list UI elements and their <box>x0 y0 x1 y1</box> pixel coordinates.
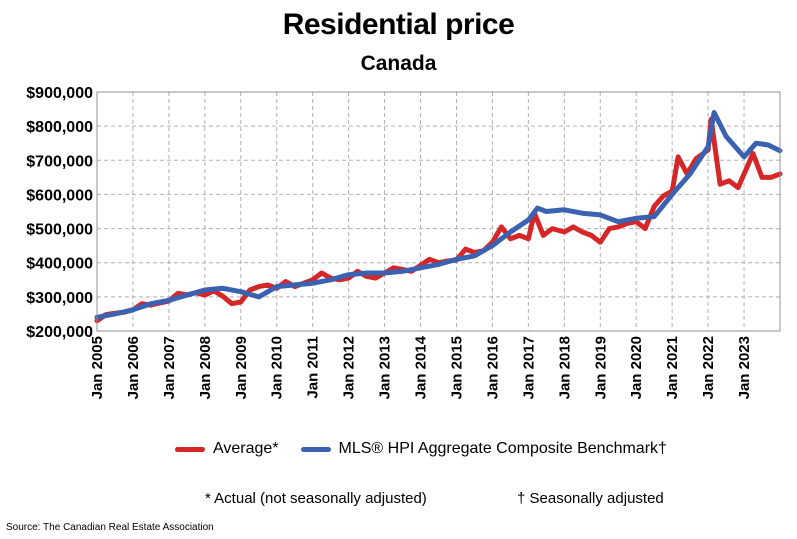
x-tick-label: Jan 2022 <box>700 336 717 399</box>
y-tick-label: $900,000 <box>26 85 93 102</box>
y-axis-ticks: $200,000 $300,000 $400,000 $500,000 $600,000… <box>26 85 93 341</box>
legend-swatch-average <box>175 446 205 452</box>
legend-swatch-hpi <box>300 446 331 452</box>
x-tick-label: Jan 2021 <box>664 336 681 399</box>
x-tick-label: Jan 2013 <box>377 336 394 399</box>
x-tick-label: Jan 2016 <box>484 336 501 399</box>
footnote-actual: * Actual (not seasonally adjusted) <box>205 490 427 507</box>
legend-label-hpi: MLS® HPI Aggregate Composite Benchmark† <box>338 440 667 457</box>
series-line-hpi <box>94 110 783 320</box>
x-tick-label: Jan 2005 <box>89 336 106 399</box>
chart-subtitle: Canada <box>360 52 437 75</box>
y-tick-label: $500,000 <box>26 222 93 239</box>
legend-item-average: Average* <box>175 440 279 458</box>
y-tick-label: $200,000 <box>26 324 93 341</box>
x-tick-label: Jan 2011 <box>305 336 322 399</box>
y-tick-label: $400,000 <box>26 256 93 273</box>
x-tick-label: Jan 2023 <box>736 336 753 399</box>
legend-label-average: Average* <box>213 440 279 457</box>
chart-canvas: $200,000 $300,000 $400,000 $500,000 $600,000… <box>26 85 783 399</box>
x-tick-label: Jan 2020 <box>628 336 645 399</box>
x-tick-label: Jan 2012 <box>341 336 358 399</box>
plot-area-border <box>96 91 781 332</box>
legend-item-hpi: MLS® HPI Aggregate Composite Benchmark† <box>300 440 667 458</box>
y-tick-label: $600,000 <box>26 187 93 204</box>
y-tick-label: $300,000 <box>26 290 93 307</box>
chart-title: Residential price <box>282 8 515 41</box>
x-tick-label: Jan 2007 <box>161 336 178 399</box>
x-tick-label: Jan 2008 <box>197 336 214 399</box>
x-tick-label: Jan 2018 <box>556 336 573 399</box>
x-tick-label: Jan 2010 <box>269 336 286 399</box>
x-tick-label: Jan 2017 <box>520 336 537 399</box>
x-tick-label: Jan 2009 <box>233 336 250 399</box>
x-tick-label: Jan 2015 <box>448 336 465 399</box>
x-tick-label: Jan 2006 <box>125 336 142 399</box>
series-group <box>94 110 783 324</box>
footnote-seasonal: † Seasonally adjusted <box>517 490 664 507</box>
source-note: Source: The Canadian Real Estate Associa… <box>6 522 214 533</box>
y-tick-label: $700,000 <box>26 153 93 170</box>
legend: Average* MLS® HPI Aggregate Composite Be… <box>175 440 689 458</box>
x-tick-label: Jan 2019 <box>592 336 609 399</box>
x-tick-label: Jan 2014 <box>413 335 430 399</box>
x-axis-ticks: Jan 2005 Jan 2006 Jan 2007 Jan 2008 Jan 2009… <box>89 335 753 399</box>
y-tick-label: $800,000 <box>26 119 93 136</box>
